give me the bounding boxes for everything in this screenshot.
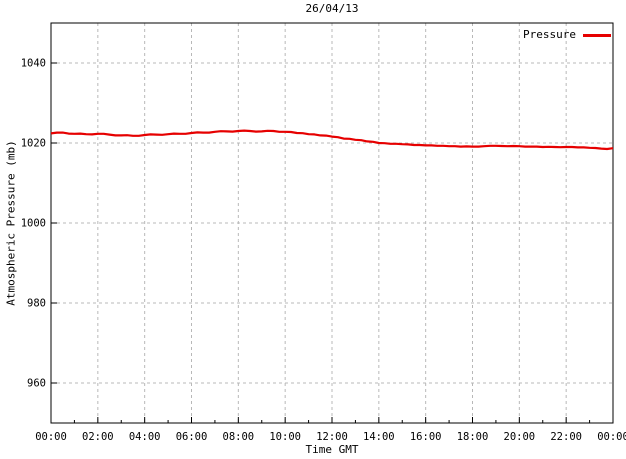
- x-tick-label: 04:00: [129, 431, 161, 443]
- x-tick-label: 02:00: [82, 431, 114, 443]
- legend-line-sample: [583, 33, 611, 37]
- x-tick-label: 20:00: [504, 431, 536, 443]
- x-tick-label: 00:00: [597, 431, 626, 443]
- x-tick-label: 10:00: [269, 431, 301, 443]
- x-tick-label: 12:00: [316, 431, 348, 443]
- x-tick-label: 06:00: [176, 431, 208, 443]
- x-tick-label: 00:00: [35, 431, 67, 443]
- x-tick-label: 18:00: [457, 431, 489, 443]
- x-tick-label: 16:00: [410, 431, 442, 443]
- y-tick-label: 1040: [21, 58, 46, 70]
- chart-title: 26/04/13: [305, 2, 359, 15]
- legend: Pressure: [523, 29, 611, 41]
- x-tick-label: 08:00: [223, 431, 255, 443]
- y-tick-label: 1020: [21, 138, 46, 150]
- y-tick-label: 980: [27, 298, 46, 310]
- pressure-line: [50, 129, 614, 151]
- y-tick-label: 1000: [21, 218, 46, 230]
- legend-label-pressure: Pressure: [523, 28, 576, 41]
- x-tick-label: 22:00: [550, 431, 582, 443]
- y-tick-label: 960: [27, 378, 46, 390]
- x-axis-label: Time GMT: [305, 443, 359, 456]
- x-tick-label: 14:00: [363, 431, 395, 443]
